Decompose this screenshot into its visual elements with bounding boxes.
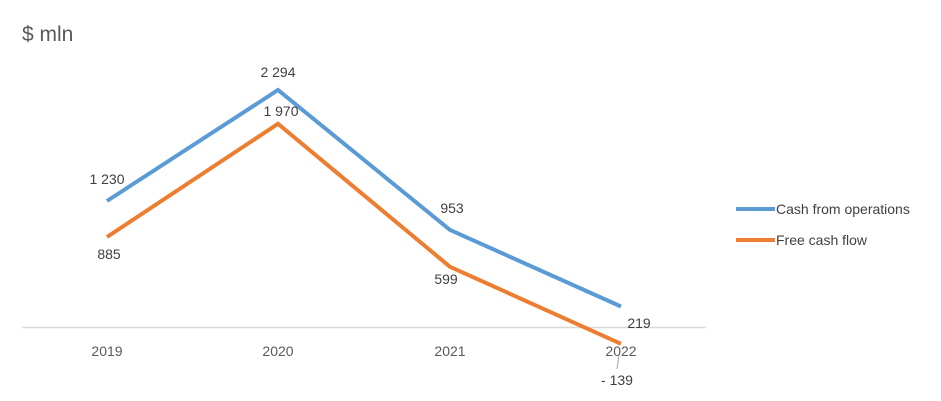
data-label-cash-from-operations: 1 230 <box>89 171 124 187</box>
series-line-free-cash-flow <box>105 121 622 346</box>
data-label-free-cash-flow: 1 970 <box>263 103 298 119</box>
series-lines <box>105 87 622 346</box>
x-tick-label: 2022 <box>605 343 636 359</box>
x-tick-label: 2021 <box>434 343 465 359</box>
data-label-cash-from-operations: 219 <box>627 315 651 331</box>
data-label-cash-from-operations: 953 <box>440 200 464 216</box>
x-tick-label: 2020 <box>262 343 293 359</box>
series-line-cash-from-operations <box>105 87 622 309</box>
legend-label-free-cash-flow: Free cash flow <box>776 232 868 248</box>
x-axis: 2019 2020 2021 2022 <box>22 326 706 359</box>
unit-label: $ mln <box>22 23 73 46</box>
data-label-free-cash-flow: 599 <box>434 271 458 287</box>
data-labels: 1 230 2 294 953 219 885 1 970 599 - 139 <box>89 64 650 388</box>
data-label-free-cash-flow: 885 <box>97 246 121 262</box>
legend: Cash from operations Free cash flow <box>736 201 910 248</box>
x-tick-label: 2019 <box>91 343 122 359</box>
data-label-free-cash-flow: - 139 <box>601 372 633 388</box>
data-label-cash-from-operations: 2 294 <box>260 64 295 80</box>
data-label-leader-line <box>616 354 620 370</box>
legend-label-cash-from-operations: Cash from operations <box>776 201 910 217</box>
